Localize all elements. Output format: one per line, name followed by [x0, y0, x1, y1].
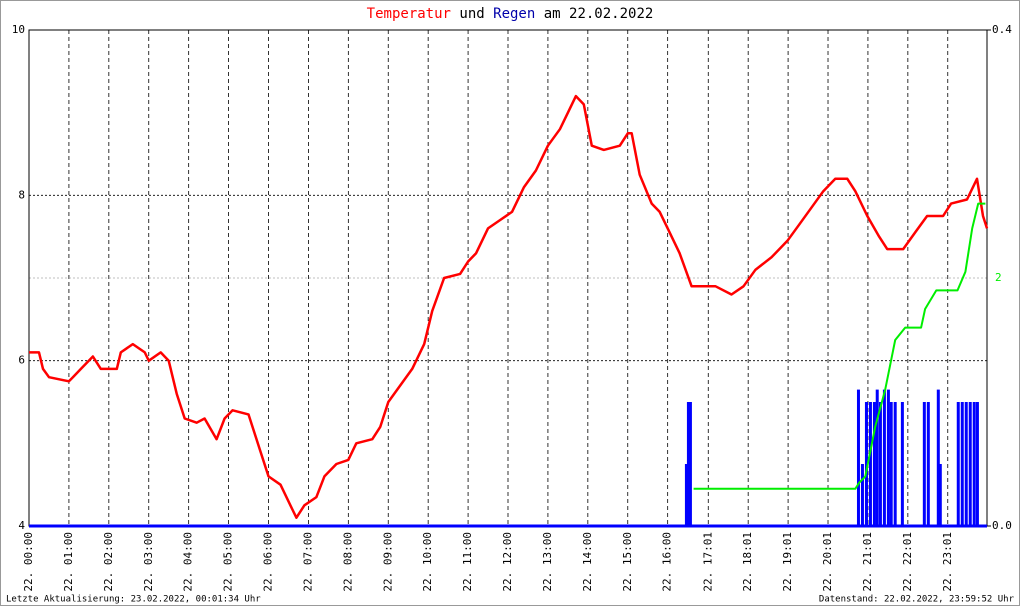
line [29, 94, 989, 519]
x-tick-label: 22. 22:01 [901, 532, 914, 592]
y-tick-label: 10 [12, 23, 25, 36]
y-tick-label: 8 [18, 188, 25, 201]
bar [878, 402, 882, 526]
bar [872, 402, 876, 526]
bar [686, 402, 690, 526]
bar [868, 402, 872, 526]
bar [956, 402, 960, 526]
bar [938, 464, 942, 526]
bar [968, 402, 972, 526]
title-und: und [459, 6, 484, 22]
x-tick-label: 22. 14:00 [581, 532, 594, 592]
bar [856, 389, 860, 526]
bar [926, 402, 930, 526]
x-tick-label: 22. 02:00 [102, 532, 115, 592]
title-date: am 22.02.2022 [544, 6, 654, 22]
x-tick-label: 22. 15:00 [621, 532, 634, 592]
title-rain: Regen [493, 6, 535, 22]
x-tick-label: 22. 18:01 [741, 532, 754, 592]
y2-tick-label: 0.0 [992, 519, 1012, 532]
x-tick-label: 22. 04:00 [182, 532, 195, 592]
y-tick-label: 4 [18, 519, 25, 532]
x-tick-label: 22. 03:00 [142, 532, 155, 592]
x-tick-label: 22. 00:00 [22, 532, 35, 592]
bar [889, 402, 893, 526]
x-tick-label: 22. 05:00 [222, 532, 235, 592]
y-tick-label: 6 [18, 354, 25, 367]
bar [688, 402, 692, 526]
y3-tick-label: 2 [995, 271, 1002, 284]
bar [964, 402, 968, 526]
bar [886, 389, 890, 526]
x-tick-label: 22. 19:01 [781, 532, 794, 592]
bar [936, 389, 940, 526]
bar [684, 464, 688, 526]
y2-tick-label: 0.4 [992, 23, 1012, 36]
bar [975, 402, 979, 526]
bar [960, 402, 964, 526]
x-tick-label: 22. 21:01 [861, 532, 874, 592]
bar [875, 389, 879, 526]
bar [860, 464, 864, 526]
bar [922, 402, 926, 526]
x-tick-label: 22. 20:01 [821, 532, 834, 592]
x-tick-label: 22. 16:00 [661, 532, 674, 592]
x-tick-label: 22. 07:00 [301, 532, 314, 592]
x-tick-label: 22. 10:00 [421, 532, 434, 592]
bar [882, 389, 886, 526]
footer-right: Datenstand: 22.02.2022, 23:59:52 Uhr [819, 595, 1015, 605]
bar [900, 402, 904, 526]
x-tick-label: 22. 08:00 [341, 532, 354, 592]
bar [864, 402, 868, 526]
x-tick-label: 22. 23:01 [941, 532, 954, 592]
x-tick-label: 22. 06:00 [262, 532, 275, 592]
x-tick-label: 22. 12:00 [501, 532, 514, 592]
x-tick-label: 22. 17:01 [701, 532, 714, 592]
bar [893, 402, 897, 526]
line [693, 202, 986, 490]
x-tick-label: 22. 01:00 [62, 532, 75, 592]
chart-title: Temperatur und Regen am 22.02.2022 [367, 6, 654, 22]
footer-left: Letzte Aktualisierung: 23.02.2022, 00:01… [6, 595, 261, 605]
x-tick-label: 22. 13:00 [541, 532, 554, 592]
x-tick-label: 22. 11:00 [461, 532, 474, 592]
title-temp: Temperatur [367, 6, 451, 22]
x-tick-label: 22. 09:00 [381, 532, 394, 592]
bar [972, 402, 976, 526]
